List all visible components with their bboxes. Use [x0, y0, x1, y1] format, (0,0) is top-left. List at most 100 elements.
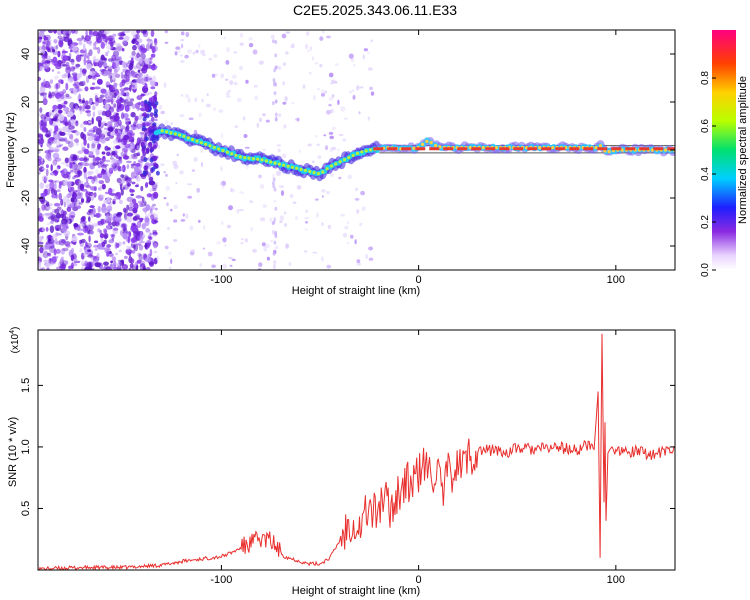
- noise-cell: [88, 133, 94, 137]
- noise-cell: [48, 91, 52, 97]
- noise-cell: [94, 262, 101, 268]
- noise-cell: [75, 131, 80, 136]
- noise-cell: [153, 94, 157, 102]
- noise-cell: [103, 70, 111, 75]
- noise-cell: [306, 31, 310, 36]
- noise-cell: [38, 134, 43, 138]
- noise-cell: [319, 63, 323, 68]
- noise-cell: [78, 157, 85, 162]
- noise-cell: [97, 163, 101, 169]
- noise-cell: [81, 100, 85, 103]
- noise-cell: [331, 126, 337, 131]
- noise-cell: [54, 125, 59, 132]
- noise-cell: [57, 50, 61, 58]
- noise-cell: [150, 30, 155, 37]
- noise-cell: [168, 266, 172, 270]
- noise-cell: [132, 44, 137, 51]
- track-core-cell: [598, 144, 603, 148]
- noise-cell: [329, 173, 334, 178]
- noise-cell: [95, 169, 99, 175]
- noise-cell: [200, 49, 206, 55]
- noise-cell: [139, 131, 145, 135]
- noise-cell: [223, 36, 226, 40]
- noise-cell: [121, 147, 129, 153]
- noise-cell: [350, 234, 354, 239]
- noise-cell: [58, 192, 62, 201]
- noise-cell: [84, 55, 88, 59]
- noise-cell: [62, 89, 67, 94]
- track-core-cell: [325, 167, 329, 171]
- noise-cell: [127, 70, 133, 77]
- noise-cell: [92, 105, 96, 111]
- noise-cell: [38, 137, 45, 145]
- noise-cell: [280, 190, 285, 196]
- noise-cell: [68, 266, 71, 270]
- noise-cell: [76, 162, 83, 170]
- noise-cell: [47, 253, 52, 257]
- noise-cell: [279, 185, 285, 188]
- track-core-cell: [199, 141, 203, 145]
- noise-cell: [245, 79, 249, 84]
- noise-cell: [60, 256, 65, 261]
- noise-cell: [74, 138, 79, 143]
- track-core-cell: [620, 148, 624, 152]
- noise-cell: [95, 148, 100, 156]
- noise-cell: [352, 95, 356, 100]
- noise-cell: [262, 113, 266, 117]
- noise-cell: [98, 119, 102, 127]
- noise-cell: [279, 215, 284, 221]
- track-core-cell: [290, 165, 294, 169]
- noise-cell: [77, 150, 83, 154]
- figure-title: C2E5.2025.343.06.11.E33: [293, 2, 457, 18]
- noise-cell: [152, 191, 159, 199]
- noise-cell: [140, 201, 147, 207]
- noise-cell: [329, 148, 334, 153]
- noise-cell: [343, 117, 348, 120]
- noise-cell: [111, 150, 116, 156]
- noise-cell: [180, 39, 185, 42]
- track-core-cell: [351, 153, 355, 158]
- noise-cell: [50, 188, 55, 195]
- noise-cell: [93, 62, 100, 67]
- noise-cell: [91, 140, 98, 146]
- noise-cell: [142, 170, 147, 176]
- noise-cell: [165, 185, 171, 191]
- noise-cell: [304, 228, 308, 231]
- noise-cell: [126, 245, 130, 251]
- track-core-cell: [178, 133, 182, 137]
- noise-cell: [194, 97, 197, 103]
- noise-cell: [55, 83, 58, 89]
- noise-cell: [130, 224, 138, 232]
- noise-cell: [133, 202, 139, 211]
- noise-cell: [127, 206, 134, 212]
- noise-cell: [40, 192, 47, 197]
- noise-cell: [103, 239, 107, 245]
- noise-cell: [38, 155, 42, 162]
- noise-cell: [229, 264, 233, 267]
- noise-cell: [130, 132, 136, 136]
- noise-cell: [52, 159, 58, 166]
- noise-cell: [262, 148, 266, 152]
- noise-cell: [95, 177, 98, 184]
- noise-cell: [86, 261, 92, 269]
- noise-cell: [220, 73, 224, 79]
- noise-cell: [302, 84, 306, 89]
- noise-cell: [43, 213, 51, 216]
- noise-cell: [58, 138, 66, 142]
- noise-cell: [70, 138, 74, 142]
- noise-cell: [137, 200, 143, 204]
- noise-cell: [43, 259, 49, 263]
- noise-cell: [118, 37, 124, 40]
- noise-cell: [275, 65, 278, 70]
- noise-cell: [83, 155, 87, 163]
- noise-cell: [328, 103, 332, 107]
- noise-cell: [49, 182, 55, 190]
- noise-cell: [145, 228, 150, 233]
- noise-cell: [211, 73, 216, 78]
- snr-panel: -100 0 100 0.5 1.0 1.5 Height of straight lin…: [7, 327, 676, 597]
- noise-cell: [207, 251, 213, 257]
- noise-cell: [154, 118, 158, 122]
- noise-cell: [149, 177, 153, 181]
- noise-cell: [76, 205, 82, 209]
- noise-cell: [130, 171, 136, 179]
